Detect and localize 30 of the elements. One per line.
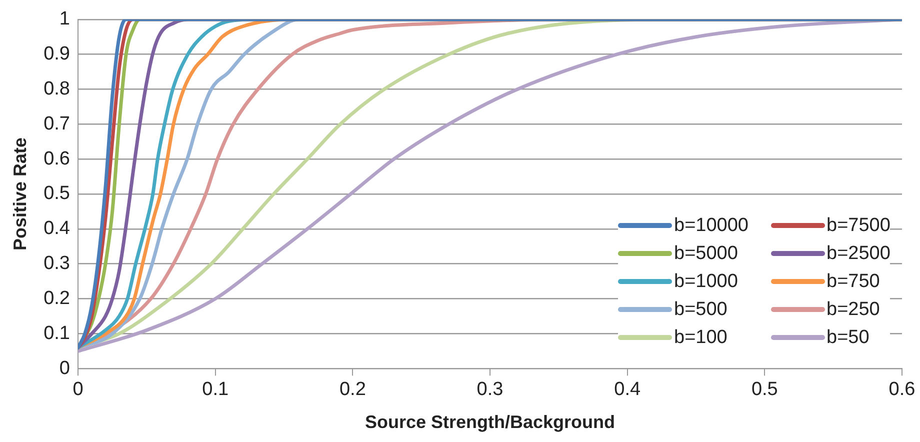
y-tick-label: 0.5 xyxy=(44,183,70,204)
legend-label: b=10000 xyxy=(674,214,748,237)
legend-label: b=5000 xyxy=(674,242,738,265)
legend-label: b=50 xyxy=(826,326,870,349)
y-tick-label: 0.7 xyxy=(44,113,70,134)
y-tick-label: 0.8 xyxy=(44,78,70,100)
x-axis-title: Source Strength/Background xyxy=(364,412,616,432)
y-tick-label: 0.6 xyxy=(44,148,70,170)
x-tick-label: 0.4 xyxy=(614,379,641,400)
legend-label: b=500 xyxy=(674,298,728,321)
y-tick-label: 0 xyxy=(59,358,70,379)
x-tick-label: 0.1 xyxy=(202,379,229,400)
x-tick-label: 0 xyxy=(72,379,84,400)
x-tick-label: 0.6 xyxy=(888,379,916,400)
x-tick-label: 0.3 xyxy=(476,379,504,400)
y-tick-label: 0.9 xyxy=(44,44,70,65)
y-tick-label: 0.1 xyxy=(44,322,70,344)
y-tick-label: 0.3 xyxy=(44,253,70,274)
legend-label: b=7500 xyxy=(826,214,890,237)
x-tick-label: 0.5 xyxy=(751,379,778,400)
y-tick-label: 1 xyxy=(59,8,70,30)
legend-label: b=2500 xyxy=(826,242,890,265)
legend-label: b=1000 xyxy=(674,270,738,293)
x-tick-label: 0.2 xyxy=(339,379,366,400)
y-axis-title: Positive Rate xyxy=(10,137,30,251)
y-tick-label: 0.4 xyxy=(44,218,70,240)
legend-label: b=250 xyxy=(826,298,880,321)
legend-label: b=750 xyxy=(826,270,880,293)
legend-label: b=100 xyxy=(674,326,728,349)
y-tick-label: 0.2 xyxy=(44,288,70,309)
